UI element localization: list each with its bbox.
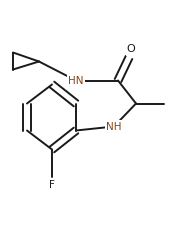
- Text: O: O: [127, 45, 135, 54]
- Text: F: F: [49, 180, 55, 189]
- Text: HN: HN: [68, 76, 84, 86]
- Text: NH: NH: [106, 122, 122, 131]
